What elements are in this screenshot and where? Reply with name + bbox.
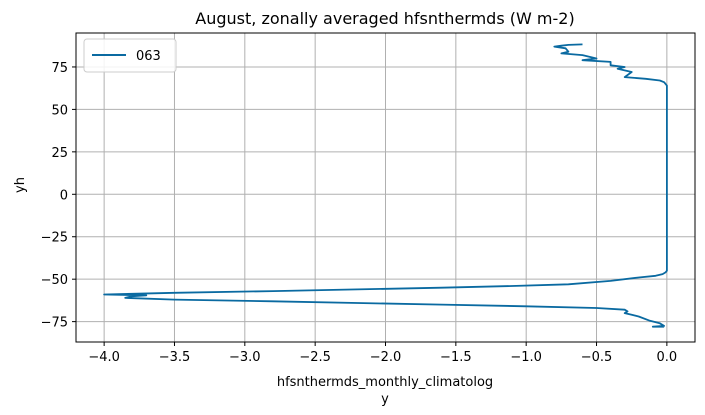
x-tick-label: −3.5 bbox=[159, 350, 191, 365]
x-tick-label: −4.0 bbox=[88, 350, 120, 365]
y-tick-label: 50 bbox=[51, 103, 68, 118]
x-tick-label: −2.0 bbox=[370, 350, 402, 365]
grid bbox=[76, 33, 695, 342]
x-tick-label: −2.5 bbox=[299, 350, 331, 365]
series-layer bbox=[103, 43, 668, 328]
x-axis: −4.0 −3.5 −3.0 −2.5 −2.0 −1.5 −1.0 −0.5 0.0 bbox=[88, 342, 677, 365]
legend-box bbox=[83, 38, 177, 73]
x-axis-label-line-1: hfsnthermds_monthly_climatolog bbox=[277, 375, 493, 390]
y-tick-label: 25 bbox=[51, 146, 68, 161]
y-tick-label: −50 bbox=[41, 273, 68, 288]
y-tick-label: −75 bbox=[41, 316, 68, 331]
series-line-063 bbox=[103, 43, 668, 328]
x-tick-label: −1.0 bbox=[510, 350, 542, 365]
legend: 063 bbox=[83, 38, 177, 73]
x-tick-label: 0.0 bbox=[657, 350, 678, 365]
x-tick-label: −1.5 bbox=[440, 350, 472, 365]
y-tick-label: −25 bbox=[41, 231, 68, 246]
x-tick-label: −3.0 bbox=[229, 350, 261, 365]
legend-label: 063 bbox=[136, 49, 161, 64]
y-tick-label: 0 bbox=[60, 188, 68, 203]
y-axis-label: yh bbox=[13, 177, 28, 193]
y-tick-label: 75 bbox=[51, 61, 68, 76]
y-axis: −75 −50 −25 0 25 50 75 bbox=[41, 61, 76, 331]
chart-title: August, zonally averaged hfsnthermds (W … bbox=[195, 9, 574, 28]
x-tick-label: −0.5 bbox=[581, 350, 613, 365]
x-axis-label-line-2: y bbox=[381, 392, 389, 407]
